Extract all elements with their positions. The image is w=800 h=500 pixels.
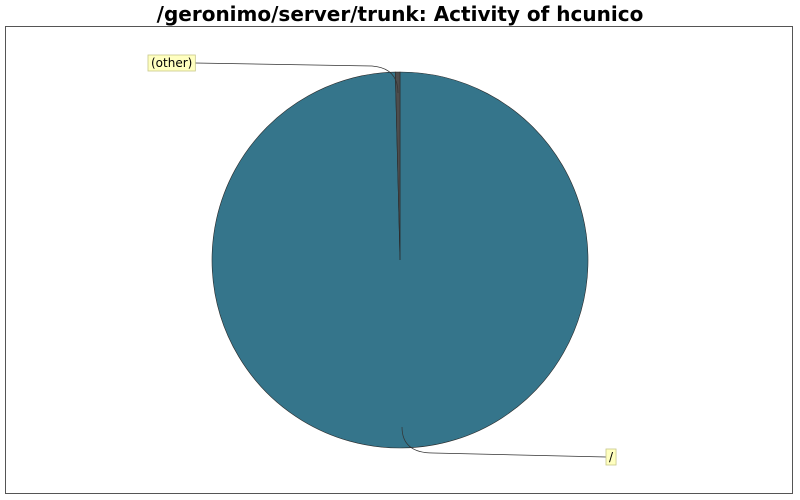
leader-line-1 <box>195 62 399 94</box>
slice-label-box-1 <box>147 54 196 72</box>
pie-slices <box>211 71 589 449</box>
slice-labels: / (other) <box>147 54 617 466</box>
chart-title: /geronimo/server/trunk: Activity of hcun… <box>156 2 644 26</box>
leader-lines <box>195 62 607 458</box>
slice-label-0: / <box>609 450 614 464</box>
pie-slice-1 <box>394 71 401 261</box>
leader-line-0 <box>401 426 607 458</box>
slice-label-box-0 <box>605 448 617 466</box>
slice-label-1: (other) <box>151 56 192 70</box>
